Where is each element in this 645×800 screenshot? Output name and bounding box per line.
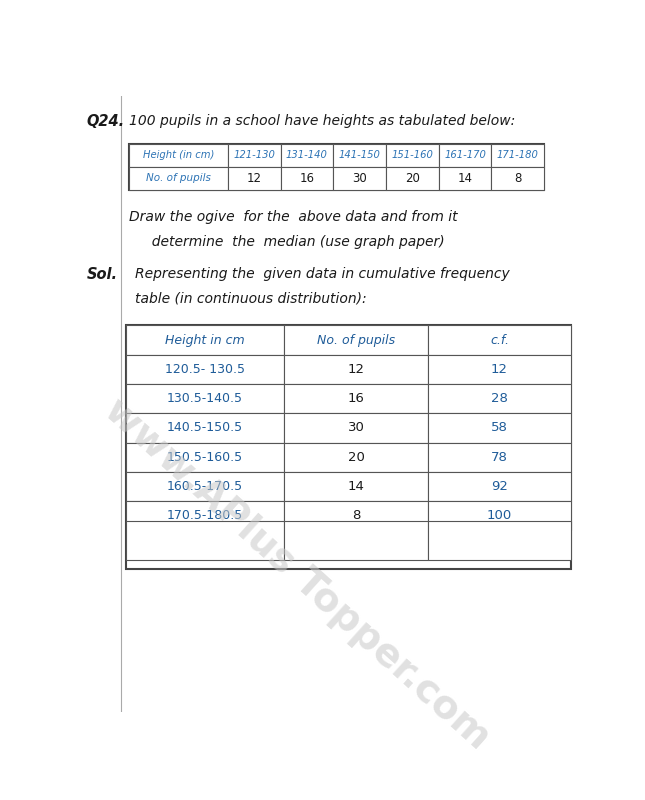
Text: 12: 12 [348,363,364,376]
Text: Height in cm: Height in cm [165,334,245,346]
Text: 14: 14 [348,480,364,493]
Text: www.APlus Topper.com: www.APlus Topper.com [97,390,498,757]
Bar [284,354,428,384]
Text: 161-170: 161-170 [444,150,486,160]
Bar [428,354,571,384]
Text: 12: 12 [247,172,262,185]
Text: Draw the ogive  for the  above data and from it: Draw the ogive for the above data and fr… [128,210,457,224]
Text: 140.5-150.5: 140.5-150.5 [167,422,243,434]
Text: table (in continuous distribution):: table (in continuous distribution): [135,291,366,306]
Text: No. of pupils: No. of pupils [317,334,395,346]
Bar [228,167,281,190]
Text: 30: 30 [352,172,367,185]
Bar [439,167,491,190]
Bar [126,326,571,569]
Bar [428,501,571,530]
Bar [386,167,439,190]
Text: 100: 100 [487,509,512,522]
Bar [491,167,544,190]
Bar [128,144,228,167]
Bar [126,326,284,354]
Text: 12: 12 [491,363,508,376]
Bar [126,472,284,501]
Bar [428,472,571,501]
Text: 16: 16 [348,392,364,405]
Text: No. of pupils: No. of pupils [146,174,211,183]
Bar [281,167,333,190]
Bar [333,167,386,190]
Text: 20: 20 [405,172,420,185]
Bar [128,144,544,190]
Text: 28: 28 [491,392,508,405]
Bar [284,472,428,501]
Text: 78: 78 [491,450,508,464]
Text: 30: 30 [348,422,364,434]
Bar [428,414,571,442]
Text: Height (in cm): Height (in cm) [143,150,214,160]
Bar [284,501,428,530]
Text: 8: 8 [514,172,521,185]
Bar [284,521,428,559]
Text: 121-130: 121-130 [233,150,275,160]
Bar [126,414,284,442]
Bar [126,442,284,472]
Bar [126,384,284,414]
Text: 150.5-160.5: 150.5-160.5 [167,450,243,464]
Text: 170.5-180.5: 170.5-180.5 [167,509,243,522]
Text: 131-140: 131-140 [286,150,328,160]
Bar [428,384,571,414]
Text: 171-180: 171-180 [497,150,539,160]
Bar [491,144,544,167]
Bar [428,326,571,354]
Bar [281,144,333,167]
Bar [284,414,428,442]
Text: Sol.: Sol. [87,267,118,282]
Text: 160.5-170.5: 160.5-170.5 [167,480,243,493]
Text: 151-160: 151-160 [392,150,433,160]
Text: 141-150: 141-150 [339,150,381,160]
Bar [428,521,571,559]
Text: determine  the  median (use graph paper): determine the median (use graph paper) [143,234,444,249]
Text: 92: 92 [491,480,508,493]
Bar [284,384,428,414]
Text: 16: 16 [299,172,314,185]
Bar [439,144,491,167]
Text: Representing the  given data in cumulative frequency: Representing the given data in cumulativ… [135,267,510,281]
Text: Q24.: Q24. [87,114,125,130]
Text: 120.5- 130.5: 120.5- 130.5 [165,363,245,376]
Bar [284,442,428,472]
Text: 58: 58 [491,422,508,434]
Text: c.f.: c.f. [490,334,509,346]
Bar [284,326,428,354]
Bar [126,501,284,530]
Bar [386,144,439,167]
Bar [126,354,284,384]
Bar [228,144,281,167]
Bar [128,167,228,190]
Text: 14: 14 [457,172,473,185]
Bar [333,144,386,167]
Bar [126,521,284,559]
Bar [428,442,571,472]
Text: 130.5-140.5: 130.5-140.5 [167,392,243,405]
Text: 100 pupils in a school have heights as tabulated below:: 100 pupils in a school have heights as t… [128,114,515,129]
Text: 8: 8 [352,509,361,522]
Text: 20: 20 [348,450,364,464]
